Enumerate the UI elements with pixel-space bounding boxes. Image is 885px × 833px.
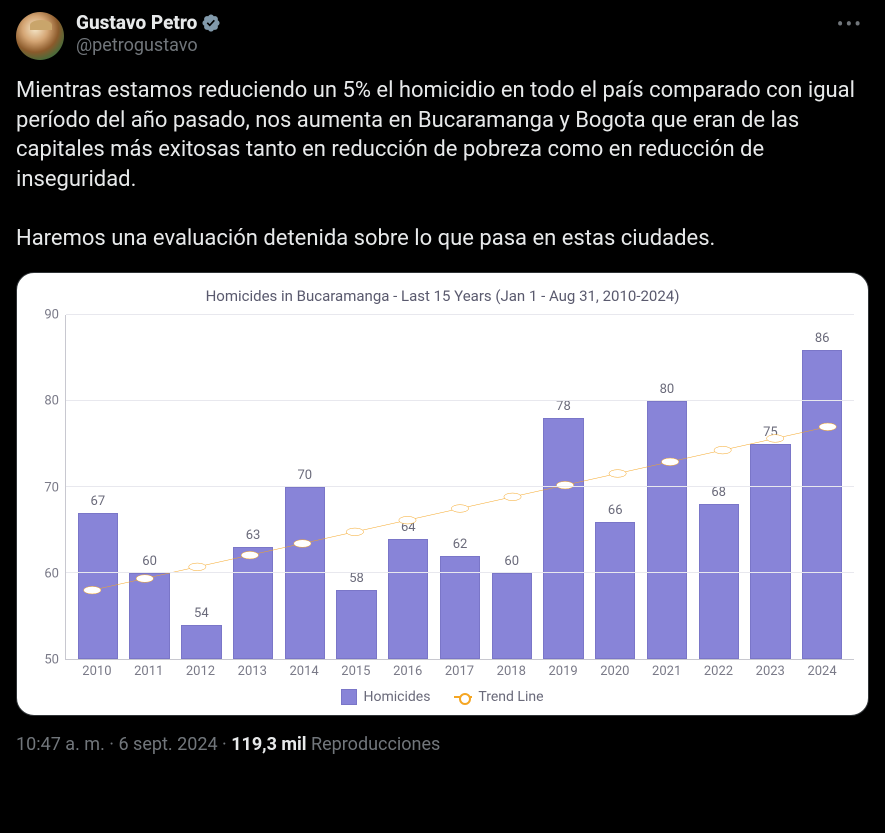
bar-value-label: 63 [246,528,261,543]
y-tick-label: 50 [44,653,59,668]
x-tick-label: 2016 [382,664,434,679]
x-axis-labels: 2010201120122013201420152016201720182019… [65,660,854,679]
bar-slot: 66 [589,315,641,659]
avatar[interactable] [16,12,64,60]
views-label: Reproducciones [311,734,440,755]
bar-slot: 68 [693,315,745,659]
y-axis: 5060708090 [31,315,65,660]
bar-value-label: 62 [453,537,468,552]
bar-value-label: 64 [401,520,416,535]
tweet-date[interactable]: 6 sept. 2024 [118,734,217,755]
profile-block[interactable]: Gustavo Petro @petrogustavo [16,12,221,60]
bar [233,547,273,659]
grid-line [66,572,854,573]
bar-slot: 78 [538,315,590,659]
y-tick-label: 80 [44,394,59,409]
bar-slot: 70 [279,315,331,659]
grid-line [66,486,854,487]
y-tick-label: 60 [44,566,59,581]
bar-value-label: 86 [815,331,830,346]
bar-slot: 63 [227,315,279,659]
chart-title: Homicides in Bucaramanga - Last 15 Years… [31,287,854,305]
bar-value-label: 80 [660,382,675,397]
legend-trend-label: Trend Line [478,689,543,705]
x-tick-label: 2022 [693,664,745,679]
x-tick-label: 2024 [796,664,848,679]
bar-value-label: 67 [91,494,106,509]
x-tick-label: 2010 [71,664,123,679]
x-tick-label: 2015 [330,664,382,679]
bar [699,504,739,659]
grid-line [66,314,854,315]
x-tick-label: 2011 [123,664,175,679]
bar-value-label: 58 [349,571,364,586]
tweet-time[interactable]: 10:47 a. m. [16,734,105,755]
bar [181,625,221,659]
name-block: Gustavo Petro @petrogustavo [76,12,221,56]
bar-slot: 60 [486,315,538,659]
bar-value-label: 60 [504,554,519,569]
bar [285,487,325,659]
user-handle[interactable]: @petrogustavo [76,35,221,57]
bar [129,573,169,659]
meta-separator: · [105,734,119,755]
bar-slot: 62 [434,315,486,659]
bar [543,418,583,659]
legend-series-label: Homicides [363,689,430,705]
chart-card[interactable]: Homicides in Bucaramanga - Last 15 Years… [16,272,869,716]
bar-swatch-icon [341,689,357,705]
x-tick-label: 2020 [589,664,641,679]
x-tick-label: 2014 [278,664,330,679]
bar-slot: 58 [331,315,383,659]
x-tick-label: 2017 [434,664,486,679]
bar [595,522,635,660]
bar-slot: 64 [382,315,434,659]
bar-value-label: 70 [297,468,312,483]
y-tick-label: 90 [44,308,59,323]
grid-line [66,400,854,401]
more-options-icon[interactable]: ••• [831,12,869,36]
bar [492,573,532,659]
bar-slot: 60 [124,315,176,659]
bar [647,401,687,659]
bar-value-label: 75 [763,425,778,440]
x-tick-label: 2021 [641,664,693,679]
bars-container: 67 60 54 63 70 58 64 62 60 78 66 80 68 75 86 [66,315,854,659]
bar-value-label: 60 [142,554,157,569]
legend-series: Homicides [341,689,430,705]
bar [750,444,790,659]
bar-slot: 80 [641,315,693,659]
tweet-container: Gustavo Petro @petrogustavo ••• Mientras… [0,0,885,771]
bar-value-label: 78 [556,399,571,414]
x-tick-label: 2023 [744,664,796,679]
display-name[interactable]: Gustavo Petro [76,12,197,35]
verified-badge-icon [201,13,221,33]
bar-value-label: 68 [711,485,726,500]
meta-separator: · [218,734,232,755]
bar-value-label: 54 [194,606,209,621]
trend-swatch-icon [454,696,472,698]
chart-plot: 67 60 54 63 70 58 64 62 60 78 66 80 68 75 86 [65,315,854,660]
bar-slot: 86 [796,315,848,659]
y-tick-label: 70 [44,480,59,495]
x-tick-label: 2018 [485,664,537,679]
x-tick-label: 2012 [175,664,227,679]
tweet-text: Mientras estamos reduciendo un 5% el hom… [16,76,869,254]
x-tick-label: 2013 [226,664,278,679]
tweet-header: Gustavo Petro @petrogustavo ••• [16,12,869,60]
bar-slot: 54 [175,315,227,659]
bar [336,590,376,659]
tweet-meta: 10:47 a. m. · 6 sept. 2024 · 119,3 mil R… [16,734,869,755]
views-count[interactable]: 119,3 mil [231,734,306,755]
bar [78,513,118,659]
bar [388,539,428,659]
bar-value-label: 66 [608,503,623,518]
bar-slot: 75 [745,315,797,659]
chart-area: 5060708090 67605463705864626078668068758… [31,315,854,660]
bar-slot: 67 [72,315,124,659]
chart-legend: Homicides Trend Line [31,689,854,705]
legend-trend: Trend Line [454,689,543,705]
x-tick-label: 2019 [537,664,589,679]
bar [802,350,842,660]
